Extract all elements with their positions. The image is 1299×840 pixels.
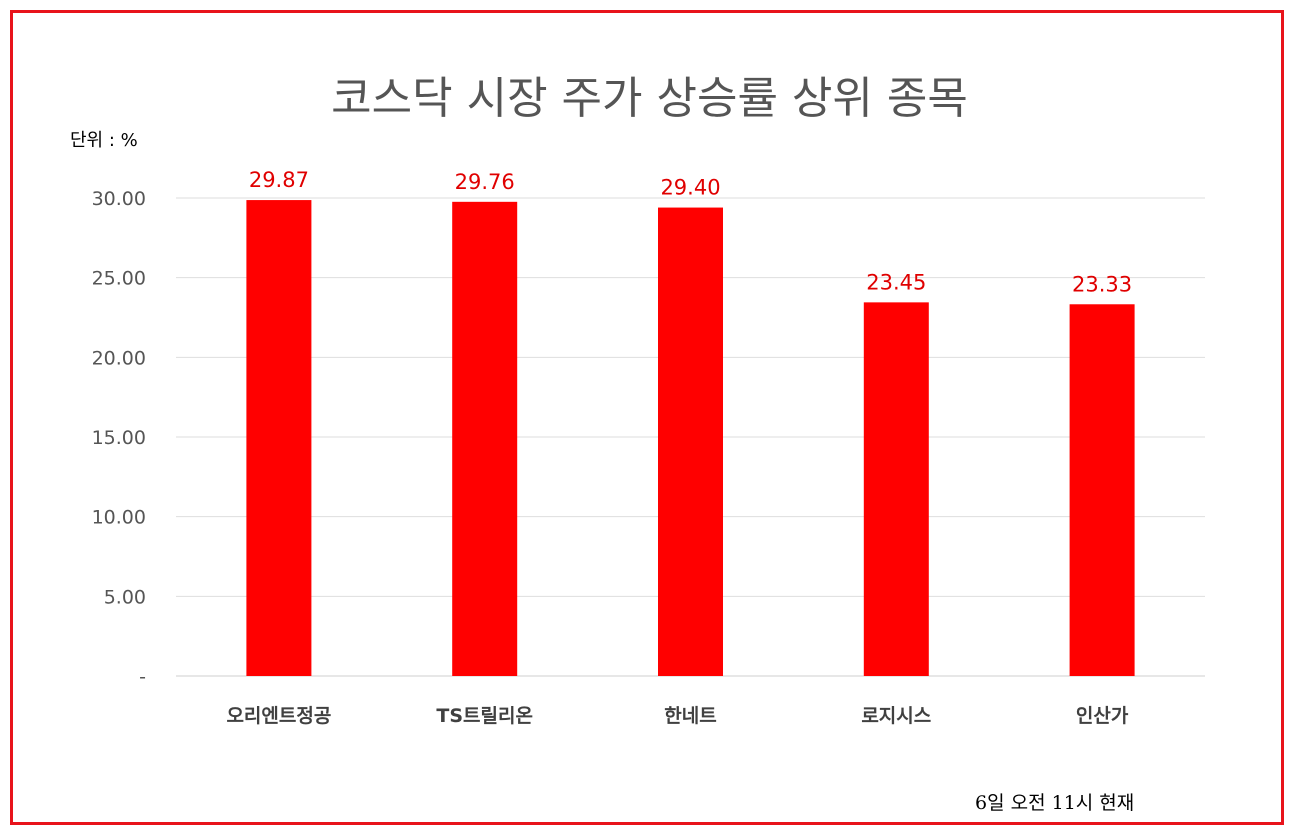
category-labels: 오리엔트정공 TS트릴리온 한네트 로지시스 인산가	[226, 705, 1128, 727]
category-label: 오리엔트정공	[226, 705, 331, 727]
unit-label: 단위 : %	[70, 130, 138, 151]
y-tick-label: 25.00	[92, 268, 146, 290]
chart-title: 코스닥 시장 주가 상승률 상위 종목	[331, 73, 968, 124]
bar	[452, 201, 518, 676]
data-label: 29.87	[249, 168, 309, 192]
bar	[863, 302, 929, 676]
bar	[1069, 304, 1135, 676]
timestamp-note: 6일 오전 11시 현재	[975, 792, 1135, 814]
data-label: 29.40	[660, 176, 720, 200]
bar	[246, 200, 312, 676]
y-tick-label: 5.00	[104, 586, 146, 608]
bar	[658, 207, 723, 676]
y-tick-label: 15.00	[92, 427, 146, 449]
y-tick-label: 20.00	[92, 347, 146, 369]
y-axis-ticks: - 5.00 10.00 15.00 20.00 25.00 30.00	[92, 188, 146, 688]
category-label: 한네트	[664, 705, 716, 727]
y-tick-label: 10.00	[92, 507, 146, 529]
data-labels: 29.87 29.76 29.40 23.45 23.33	[249, 168, 1132, 296]
y-tick-label: -	[139, 666, 146, 688]
data-label: 29.76	[455, 170, 515, 194]
category-label: 로지시스	[861, 705, 931, 727]
data-label: 23.45	[866, 270, 926, 294]
y-tick-label: 30.00	[92, 188, 146, 210]
chart-frame	[10, 10, 1284, 825]
category-label: TS트릴리온	[436, 705, 533, 727]
category-label: 인산가	[1076, 705, 1129, 727]
bars	[246, 200, 1135, 676]
data-label: 23.33	[1072, 272, 1132, 296]
